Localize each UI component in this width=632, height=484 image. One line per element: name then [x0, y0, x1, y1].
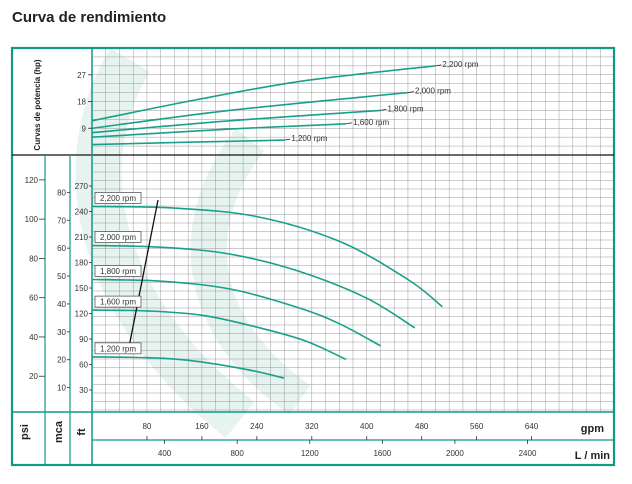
power-curve [91, 65, 436, 122]
power-curve-label: 1,800 rpm [387, 104, 423, 113]
power-curve-label: 1,600 rpm [353, 118, 389, 127]
psi-tick-label: 120 [25, 176, 39, 185]
head-curve [91, 356, 285, 379]
head-curve-label: 1,600 rpm [100, 298, 136, 307]
head-curve-label: 1,200 rpm [100, 344, 136, 353]
lmin-tick-label: 1600 [373, 449, 391, 458]
labels: 1,200 rpm 1,600 rpm 1,800 rpm 2,000 rpm 2,20… [94, 60, 479, 355]
ft-unit-label: ft [76, 428, 88, 436]
power-curve [91, 123, 347, 138]
head-curve-label-box [94, 231, 142, 243]
power-curve-label: 1,200 rpm [291, 134, 327, 143]
psi-tick-label: 100 [25, 215, 39, 224]
psi-tick-label: 80 [29, 254, 38, 263]
mca-tick-label: 60 [57, 244, 66, 253]
head-curve-label-box [94, 295, 142, 308]
psi-tick-label: 20 [29, 372, 38, 381]
head-curve [91, 278, 381, 347]
ft-tick-label: 240 [75, 208, 89, 217]
ft-tick-label: 30 [79, 386, 88, 395]
power-curve-label: 2,200 rpm [442, 60, 478, 69]
hp-tick-label: 18 [77, 98, 86, 107]
mca-tick-label: 70 [57, 216, 66, 225]
power-curve [91, 109, 381, 134]
head-curve [91, 244, 416, 329]
mca-tick-label: 10 [57, 384, 66, 393]
ft-tick-label: 90 [79, 335, 88, 344]
gpm-tick-label: 160 [195, 422, 209, 431]
ft-tick-label: 60 [79, 361, 88, 370]
mca-tick-label: 30 [57, 328, 66, 337]
gpm-tick-label: 640 [525, 422, 539, 431]
curves [91, 65, 443, 379]
lmin-tick-label: 1200 [301, 449, 319, 458]
head-curve-label-box [94, 265, 142, 277]
power-curve-label: 2,000 rpm [415, 87, 451, 96]
axis-ticks: 9 18 27 30 60 90 120 150 180 210 240 270 10 20 30 40 50 6… [25, 71, 539, 458]
chart-frame [10, 46, 616, 467]
power-label-leader [284, 138, 291, 141]
head-curve [91, 205, 443, 308]
lmin-tick-label: 2000 [446, 449, 464, 458]
mca-tick-label: 40 [57, 300, 66, 309]
grid-lines [91, 47, 615, 412]
power-label-leader [380, 109, 387, 111]
power-label-leader [346, 122, 353, 125]
lmin-unit-label: L / min [575, 450, 611, 462]
hp-tick-label: 27 [77, 71, 86, 80]
power-curve [91, 91, 408, 130]
mca-tick-label: 20 [57, 356, 66, 365]
psi-unit-label: psi [19, 424, 31, 440]
ft-tick-label: 210 [75, 233, 89, 242]
gpm-unit-label: gpm [581, 423, 604, 435]
swirl-band [190, 128, 311, 415]
ft-tick-label: 180 [75, 259, 89, 268]
head-curve-label-box [94, 342, 142, 355]
power-axis-label: Curvas de potencia (hp) [33, 59, 42, 150]
ft-tick-label: 120 [75, 310, 89, 319]
mca-unit-label: mca [53, 420, 65, 443]
head-curve [91, 309, 347, 361]
mca-tick-label: 50 [57, 272, 66, 281]
head-curve-label-box [94, 192, 142, 204]
power-curve [91, 139, 285, 146]
ft-tick-label: 270 [75, 182, 89, 191]
gpm-tick-label: 400 [360, 422, 374, 431]
gpm-tick-label: 80 [142, 422, 151, 431]
gpm-tick-label: 240 [250, 422, 264, 431]
head-curve-label: 1,800 rpm [100, 267, 136, 276]
power-label-leader [435, 64, 442, 67]
lmin-tick-label: 2400 [519, 449, 537, 458]
ft-tick-label: 150 [75, 284, 89, 293]
outer-border [10, 46, 616, 467]
psi-tick-label: 60 [29, 294, 38, 303]
hp-tick-label: 9 [82, 124, 87, 133]
lmin-tick-label: 400 [158, 449, 172, 458]
lmin-tick-label: 800 [230, 449, 244, 458]
gpm-tick-label: 560 [470, 422, 484, 431]
gpm-tick-label: 320 [305, 422, 319, 431]
efficiency-line [127, 199, 159, 353]
head-curve-label: 2,000 rpm [100, 233, 136, 242]
head-curve-label: 2,200 rpm [100, 194, 136, 203]
chart-title: Curva de rendimiento [12, 9, 166, 26]
gpm-tick-label: 480 [415, 422, 429, 431]
psi-tick-label: 40 [29, 333, 38, 342]
mca-tick-label: 80 [57, 188, 66, 197]
power-label-leader [407, 91, 415, 93]
